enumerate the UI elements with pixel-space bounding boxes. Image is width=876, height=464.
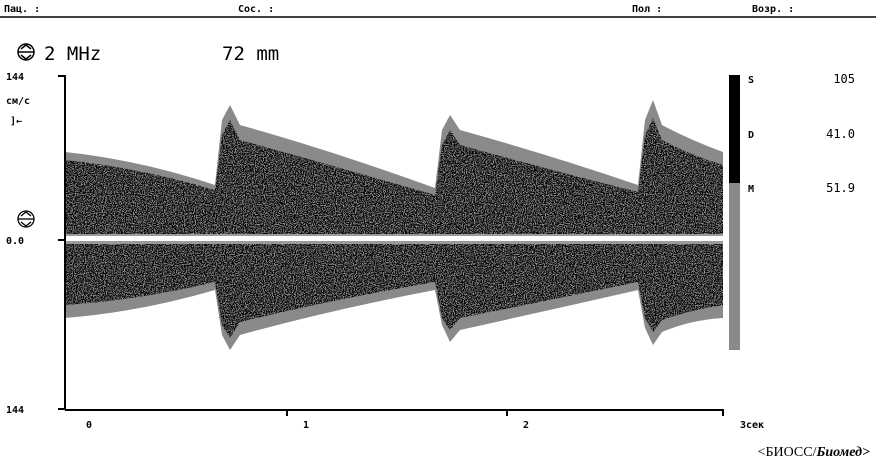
- measure-label: S: [748, 75, 754, 86]
- condition-label: Сос. :: [238, 4, 274, 15]
- baseline-icon: [17, 210, 35, 228]
- measure-value: 51.9: [826, 181, 855, 195]
- y-marker: ]←: [10, 116, 22, 127]
- y-top-label: 144: [6, 72, 24, 83]
- level-bar-light: [729, 183, 740, 350]
- measure-label: M: [748, 184, 754, 195]
- footer-brand: <БИОСС/: [758, 445, 817, 460]
- x-label: 1: [303, 420, 309, 431]
- scale-icon: [17, 43, 35, 61]
- frequency: 2 MHz: [44, 43, 101, 65]
- patient-label: Пац. :: [4, 4, 40, 15]
- y-bottom-label: 144: [6, 405, 24, 416]
- y-unit: см/с: [6, 96, 30, 107]
- measure-label: D: [748, 130, 754, 141]
- axes: [58, 75, 724, 416]
- sex-label: Пол :: [632, 4, 662, 15]
- level-bar-dark: [729, 75, 740, 183]
- measure-value: 41.0: [826, 127, 855, 141]
- age-label: Возр. :: [752, 4, 794, 15]
- spectrum: [65, 100, 723, 350]
- x-label: 0: [86, 420, 92, 431]
- footer-product: Биомед>: [815, 445, 870, 460]
- footer: <БИОСС/Биомед>: [758, 445, 870, 460]
- x-label: 2: [523, 420, 529, 431]
- depth: 72 mm: [222, 43, 279, 65]
- measure-value: 105: [833, 72, 855, 86]
- baseline-label: 0.0: [6, 236, 24, 247]
- x-label: 3сек: [740, 420, 764, 431]
